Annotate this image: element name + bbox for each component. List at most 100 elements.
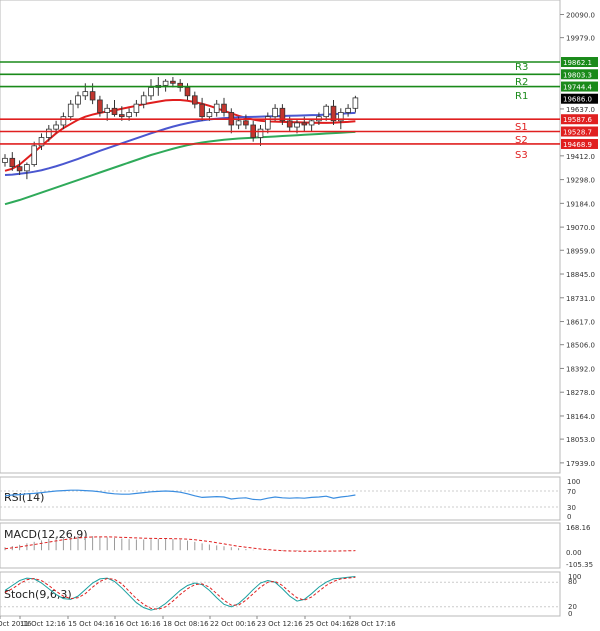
stoch-signal-line	[4, 576, 356, 610]
stoch-tick-0: 0	[568, 610, 572, 618]
candle-bearish	[97, 99, 103, 113]
stoch-main-line	[4, 575, 356, 611]
candle-bearish	[330, 105, 337, 122]
candle-bullish	[257, 128, 264, 138]
pivot-level-value: 19528.7	[563, 129, 592, 137]
time-tick-label: 23 Oct 12:16	[257, 620, 303, 628]
candlesticks	[2, 77, 359, 180]
candle-bullish	[75, 95, 81, 105]
current-price-tag	[561, 93, 598, 104]
candle-bearish	[199, 103, 205, 118]
candle-bullish	[162, 80, 169, 86]
stoch-tick-80: 80	[568, 578, 577, 586]
macd-panel: MACD(12,26,9) 168.16 0.00 -105.35	[0, 522, 593, 569]
candle-bullish	[133, 103, 140, 113]
rsi-tick-70: 70	[567, 488, 576, 496]
price-tick-label: 18959.0	[566, 247, 595, 255]
rsi-tick-30: 30	[567, 504, 576, 512]
level-label-s1: S1	[515, 122, 528, 133]
candle-bearish	[243, 120, 249, 126]
price-tick-label: 18053.0	[566, 436, 595, 444]
price-tick-label: 19298.0	[566, 177, 595, 185]
time-tick-label: 28 Oct 17:16	[350, 620, 396, 628]
candle-bearish	[279, 107, 286, 122]
macd-title: MACD(12,26,9)	[4, 528, 88, 541]
price-axis: 20090.0 19979.0 19637.0 19412.0 19298.0 19184…	[560, 12, 595, 468]
time-tick-label: 18 Oct 08:16	[163, 620, 209, 628]
candle-bullish	[148, 87, 154, 97]
price-tick-label: 18731.0	[566, 295, 595, 303]
pivot-level-tag	[561, 126, 598, 137]
ma-slow-line	[4, 130, 356, 206]
candle-bullish	[308, 120, 315, 126]
rsi-title: RSI(14)	[4, 491, 44, 504]
stoch-tick-20: 20	[568, 603, 577, 611]
level-label-r2: R2	[515, 77, 528, 88]
candle-bullish	[323, 105, 329, 118]
candle-bearish	[301, 122, 308, 126]
candle-bullish	[352, 97, 359, 109]
price-tick-label: 18278.0	[566, 389, 595, 397]
level-label-r1: R1	[515, 91, 528, 102]
level-label-r3: R3	[515, 62, 528, 73]
price-tick-label: 19070.0	[566, 224, 595, 232]
pivot-level-tag	[561, 114, 598, 125]
pivot-level-tag	[561, 81, 598, 92]
pivot-level-value: 19587.6	[563, 116, 592, 124]
macd-tick-zero: 0.00	[566, 549, 582, 557]
candle-bullish	[31, 145, 37, 165]
candle-bullish	[24, 164, 30, 172]
candle-bearish	[111, 107, 118, 115]
time-tick-label: 25 Oct 04:16	[305, 620, 351, 628]
candle-bullish	[140, 95, 147, 105]
price-tick-label: 19412.0	[566, 153, 595, 161]
pivot-level-tag	[561, 57, 598, 68]
candle-bullish	[82, 91, 89, 97]
pivot-level-value: 19744.4	[563, 84, 592, 92]
candle-bullish	[38, 137, 45, 147]
candle-bullish	[337, 112, 344, 122]
rsi-tick-100: 100	[567, 478, 580, 486]
rsi-tick-0: 0	[567, 513, 571, 521]
rsi-line	[4, 489, 356, 501]
candle-bullish	[264, 116, 271, 130]
candle-bullish	[53, 124, 59, 130]
price-tick-label: 19979.0	[566, 35, 595, 43]
price-tick-label: 18506.0	[566, 342, 595, 350]
candle-bullish	[104, 107, 111, 113]
price-tick-label: 17939.0	[566, 460, 595, 468]
rsi-panel: RSI(14) 100 70 30 0	[0, 476, 580, 521]
candle-bearish	[170, 80, 176, 84]
price-tick-label: 18392.0	[566, 365, 595, 373]
time-tick-label: 16 Oct 16:16	[115, 620, 161, 628]
candle-bullish	[60, 116, 67, 126]
price-panel: 19862.1 19803.3 19744.4 19587.6 19528.7 19468…	[0, 0, 598, 474]
price-tick-label: 18617.0	[566, 319, 595, 327]
price-tick-label: 18845.0	[566, 271, 595, 279]
time-tick-label: 11 Oct 12:16	[20, 620, 66, 628]
candle-bearish	[221, 103, 227, 113]
candle-bearish	[184, 87, 191, 97]
price-tick-label: 20090.0	[566, 12, 595, 20]
price-tick-label: 19637.0	[566, 106, 595, 114]
price-tick-label: 18164.0	[566, 413, 595, 421]
level-label-s3: S3	[515, 150, 528, 161]
candle-bearish	[89, 91, 96, 101]
pivot-level-value: 19803.3	[563, 71, 592, 79]
macd-tick-max: 168.16	[566, 524, 591, 532]
time-tick-label: 22 Oct 00:16	[210, 620, 256, 628]
pivot-level-tag	[561, 138, 598, 149]
stoch-title: Stoch(9,6,3)	[4, 588, 72, 601]
pivot-level-value: 19468.9	[563, 141, 592, 149]
stoch-panel: Stoch(9,6,3) 100 80 20 0	[0, 571, 581, 618]
candle-bearish	[9, 157, 16, 168]
price-tick-label: 19184.0	[566, 200, 595, 208]
candle-bearish	[177, 82, 184, 88]
candle-bullish	[272, 107, 278, 118]
ma-mid-line	[4, 111, 356, 177]
candle-bearish	[16, 166, 23, 172]
stoch-tick-100: 100	[568, 573, 581, 581]
candle-bearish	[119, 114, 125, 118]
candle-bearish	[286, 120, 293, 128]
